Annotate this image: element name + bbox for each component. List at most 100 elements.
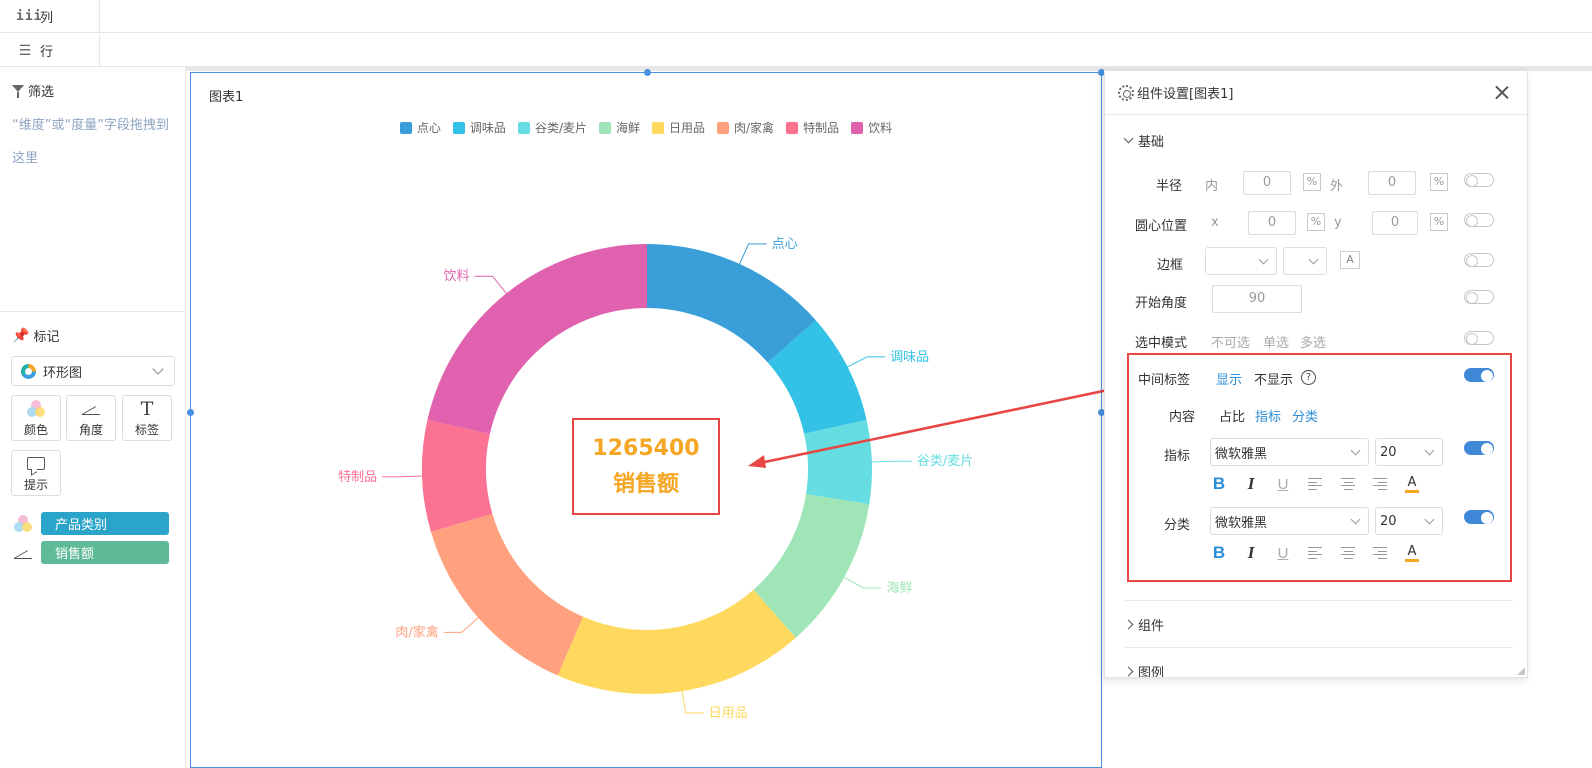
donut-slice[interactable] bbox=[804, 419, 872, 505]
border-width-select[interactable] bbox=[1283, 247, 1327, 275]
radius-inner-input[interactable]: 0 bbox=[1243, 171, 1291, 195]
border-style-select[interactable] bbox=[1205, 247, 1277, 275]
mark-label-button[interactable]: T 标签 bbox=[122, 395, 172, 441]
donut-slice[interactable] bbox=[430, 513, 584, 676]
category-align-right-button[interactable] bbox=[1370, 542, 1390, 564]
category-font-select[interactable]: 微软雅黑 bbox=[1210, 507, 1369, 535]
middle-label-toggle[interactable] bbox=[1464, 368, 1494, 382]
metric-font-color-button[interactable]: A bbox=[1402, 473, 1422, 495]
label-leader-line bbox=[738, 243, 767, 266]
radius-outer-label: 外 bbox=[1330, 179, 1344, 194]
filter-drop-zone[interactable]: “维度”或“度量”字段拖拽到这里 bbox=[12, 118, 169, 166]
legend-item[interactable]: 海鲜 bbox=[598, 119, 640, 136]
legend-swatch bbox=[517, 121, 530, 134]
donut-slice[interactable] bbox=[422, 419, 493, 532]
chevron-down-icon bbox=[1123, 133, 1134, 144]
category-underline-button[interactable]: U bbox=[1277, 544, 1289, 562]
center-x-percent[interactable]: % bbox=[1307, 213, 1325, 231]
chart-widget[interactable]: 图表1 点心 调味品 谷类/麦片 海鲜 日用品 肉/家禽 特制品 饮料 点心 调味品 谷类/麦片海… bbox=[187, 69, 1105, 768]
donut-slice[interactable] bbox=[427, 244, 647, 434]
category-align-left-button[interactable] bbox=[1305, 542, 1325, 564]
legend-item[interactable]: 点心 bbox=[399, 119, 441, 136]
middle-label-show[interactable]: 显示 bbox=[1216, 373, 1243, 388]
category-font-value: 微软雅黑 bbox=[1215, 515, 1268, 531]
metric-italic-button[interactable]: I bbox=[1247, 474, 1255, 493]
radius-outer-percent[interactable]: % bbox=[1430, 173, 1448, 191]
section-component-toggle[interactable]: 组件 bbox=[1123, 615, 1164, 634]
chart-type-select[interactable]: 环形图 bbox=[11, 356, 175, 386]
field-pill-sales[interactable]: 销售额 bbox=[41, 541, 169, 564]
metric-align-center-button[interactable] bbox=[1338, 473, 1358, 495]
start-angle-input[interactable]: 90 bbox=[1212, 285, 1302, 313]
legend-label: 海鲜 bbox=[615, 121, 640, 135]
columns-shelf[interactable]: iii 列 bbox=[0, 0, 1592, 33]
section-divider bbox=[1125, 647, 1513, 648]
legend-label: 日用品 bbox=[669, 121, 706, 135]
section-basic-toggle[interactable]: 基础 bbox=[1123, 131, 1164, 150]
resize-handle-left[interactable] bbox=[187, 409, 194, 416]
funnel-icon bbox=[12, 85, 24, 98]
field-pill-category[interactable]: 产品类别 bbox=[41, 512, 169, 535]
section-legend-toggle[interactable]: 图例 bbox=[1123, 662, 1164, 677]
radius-toggle[interactable] bbox=[1464, 173, 1494, 187]
content-option-ratio[interactable]: 占比 bbox=[1219, 410, 1246, 425]
content-label: 内容 bbox=[1169, 410, 1196, 425]
content-option-metric[interactable]: 指标 bbox=[1255, 410, 1282, 425]
resize-handle-top[interactable] bbox=[644, 69, 651, 76]
category-bold-button[interactable]: B bbox=[1212, 543, 1226, 562]
gear-icon bbox=[1118, 84, 1134, 101]
legend-item[interactable]: 肉/家禽 bbox=[717, 119, 774, 136]
select-mode-single[interactable]: 单选 bbox=[1263, 336, 1290, 351]
category-size-select[interactable]: 20 bbox=[1375, 507, 1443, 535]
legend-item[interactable]: 饮料 bbox=[851, 119, 892, 136]
donut-slice[interactable] bbox=[557, 589, 796, 694]
legend-item[interactable]: 谷类/麦片 bbox=[517, 119, 587, 136]
mark-section-title: 📌 标记 bbox=[12, 326, 60, 346]
metric-underline-button[interactable]: U bbox=[1277, 475, 1289, 493]
donut-chart-icon bbox=[21, 363, 36, 379]
columns-shelf-header: iii 列 bbox=[0, 0, 100, 33]
radius-outer-input[interactable]: 0 bbox=[1368, 171, 1416, 195]
legend-item[interactable]: 特制品 bbox=[786, 119, 839, 136]
mark-angle-button[interactable]: 角度 bbox=[66, 395, 116, 441]
center-x-input[interactable]: 0 bbox=[1248, 211, 1296, 235]
metric-toggle[interactable] bbox=[1464, 441, 1494, 455]
resize-handle-right[interactable] bbox=[1098, 409, 1105, 416]
category-toggle[interactable] bbox=[1464, 510, 1494, 524]
metric-align-left-button[interactable] bbox=[1305, 473, 1325, 495]
select-mode-toggle[interactable] bbox=[1464, 331, 1494, 345]
legend-item[interactable]: 调味品 bbox=[452, 119, 506, 136]
border-color-picker[interactable]: A bbox=[1340, 251, 1360, 269]
category-italic-button[interactable]: I bbox=[1247, 543, 1255, 562]
resize-handle-top-right[interactable] bbox=[1098, 69, 1105, 76]
donut-slice[interactable] bbox=[767, 320, 867, 434]
radius-inner-percent[interactable]: % bbox=[1303, 173, 1321, 191]
donut-slice[interactable] bbox=[753, 494, 870, 638]
category-font-color-button[interactable]: A bbox=[1402, 542, 1422, 564]
center-y-input[interactable]: 0 bbox=[1372, 211, 1418, 235]
select-mode-multi[interactable]: 多选 bbox=[1300, 336, 1327, 351]
mark-color-button[interactable]: 颜色 bbox=[11, 395, 61, 441]
donut-slice[interactable] bbox=[647, 244, 816, 363]
center-toggle[interactable] bbox=[1464, 213, 1494, 227]
resize-grip-icon[interactable] bbox=[1517, 667, 1525, 675]
legend-item[interactable]: 日用品 bbox=[652, 119, 705, 136]
close-icon[interactable] bbox=[1493, 83, 1511, 101]
metric-align-right-button[interactable] bbox=[1370, 473, 1390, 495]
slice-label: 谷类/麦片 bbox=[917, 454, 973, 469]
legend-label: 肉/家禽 bbox=[734, 121, 775, 135]
center-y-percent[interactable]: % bbox=[1430, 213, 1448, 231]
help-icon[interactable]: ? bbox=[1301, 370, 1316, 385]
mark-tooltip-button[interactable]: 提示 bbox=[11, 450, 61, 496]
middle-label-hide[interactable]: 不显示 bbox=[1254, 373, 1294, 388]
metric-font-select[interactable]: 微软雅黑 bbox=[1210, 438, 1369, 466]
start-angle-toggle[interactable] bbox=[1464, 290, 1494, 304]
mark-title-text: 标记 bbox=[33, 330, 60, 345]
metric-bold-button[interactable]: B bbox=[1212, 474, 1226, 493]
select-mode-none[interactable]: 不可选 bbox=[1211, 336, 1251, 351]
middle-label-label: 中间标签 bbox=[1138, 373, 1191, 388]
metric-size-select[interactable]: 20 bbox=[1375, 438, 1443, 466]
border-toggle[interactable] bbox=[1464, 253, 1494, 267]
category-align-center-button[interactable] bbox=[1338, 542, 1358, 564]
content-option-category[interactable]: 分类 bbox=[1292, 410, 1319, 425]
